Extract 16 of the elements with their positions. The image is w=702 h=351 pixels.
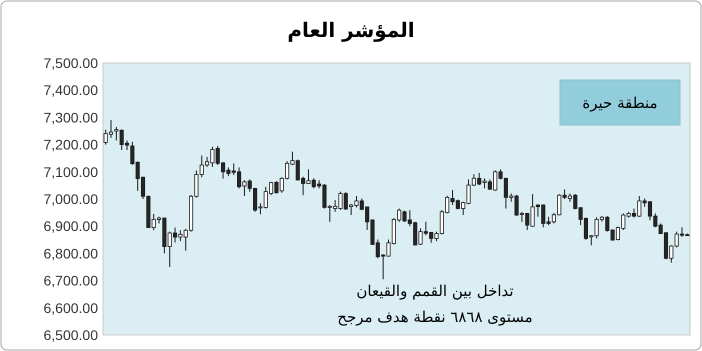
y-tick-label: 7,500.00 [44, 55, 98, 71]
y-tick-label: 6,800.00 [44, 245, 98, 262]
y-tick-label: 7,300.00 [44, 109, 98, 126]
annotation: تداخل بين القمم والقيعان [356, 282, 514, 300]
y-tick-label: 6,700.00 [44, 272, 98, 289]
annotation: منطقة حيرة [582, 94, 658, 112]
y-tick-label: 7,200.00 [44, 136, 98, 153]
note-box: منطقة حيرة [560, 80, 680, 126]
y-tick-label: 6,600.00 [44, 300, 98, 316]
y-tick-label: 6,900.00 [44, 218, 98, 234]
chart-title: المؤشر العام [287, 18, 415, 42]
y-tick-label: 7,000.00 [44, 191, 98, 207]
annotation: مستوى ٦٨٦٨ نقطة هدف مرجح [337, 308, 533, 326]
y-tick-label: 7,100.00 [44, 164, 98, 180]
y-tick-label: 7,400.00 [44, 82, 98, 98]
y-tick-label: 6,500.00 [44, 327, 98, 343]
